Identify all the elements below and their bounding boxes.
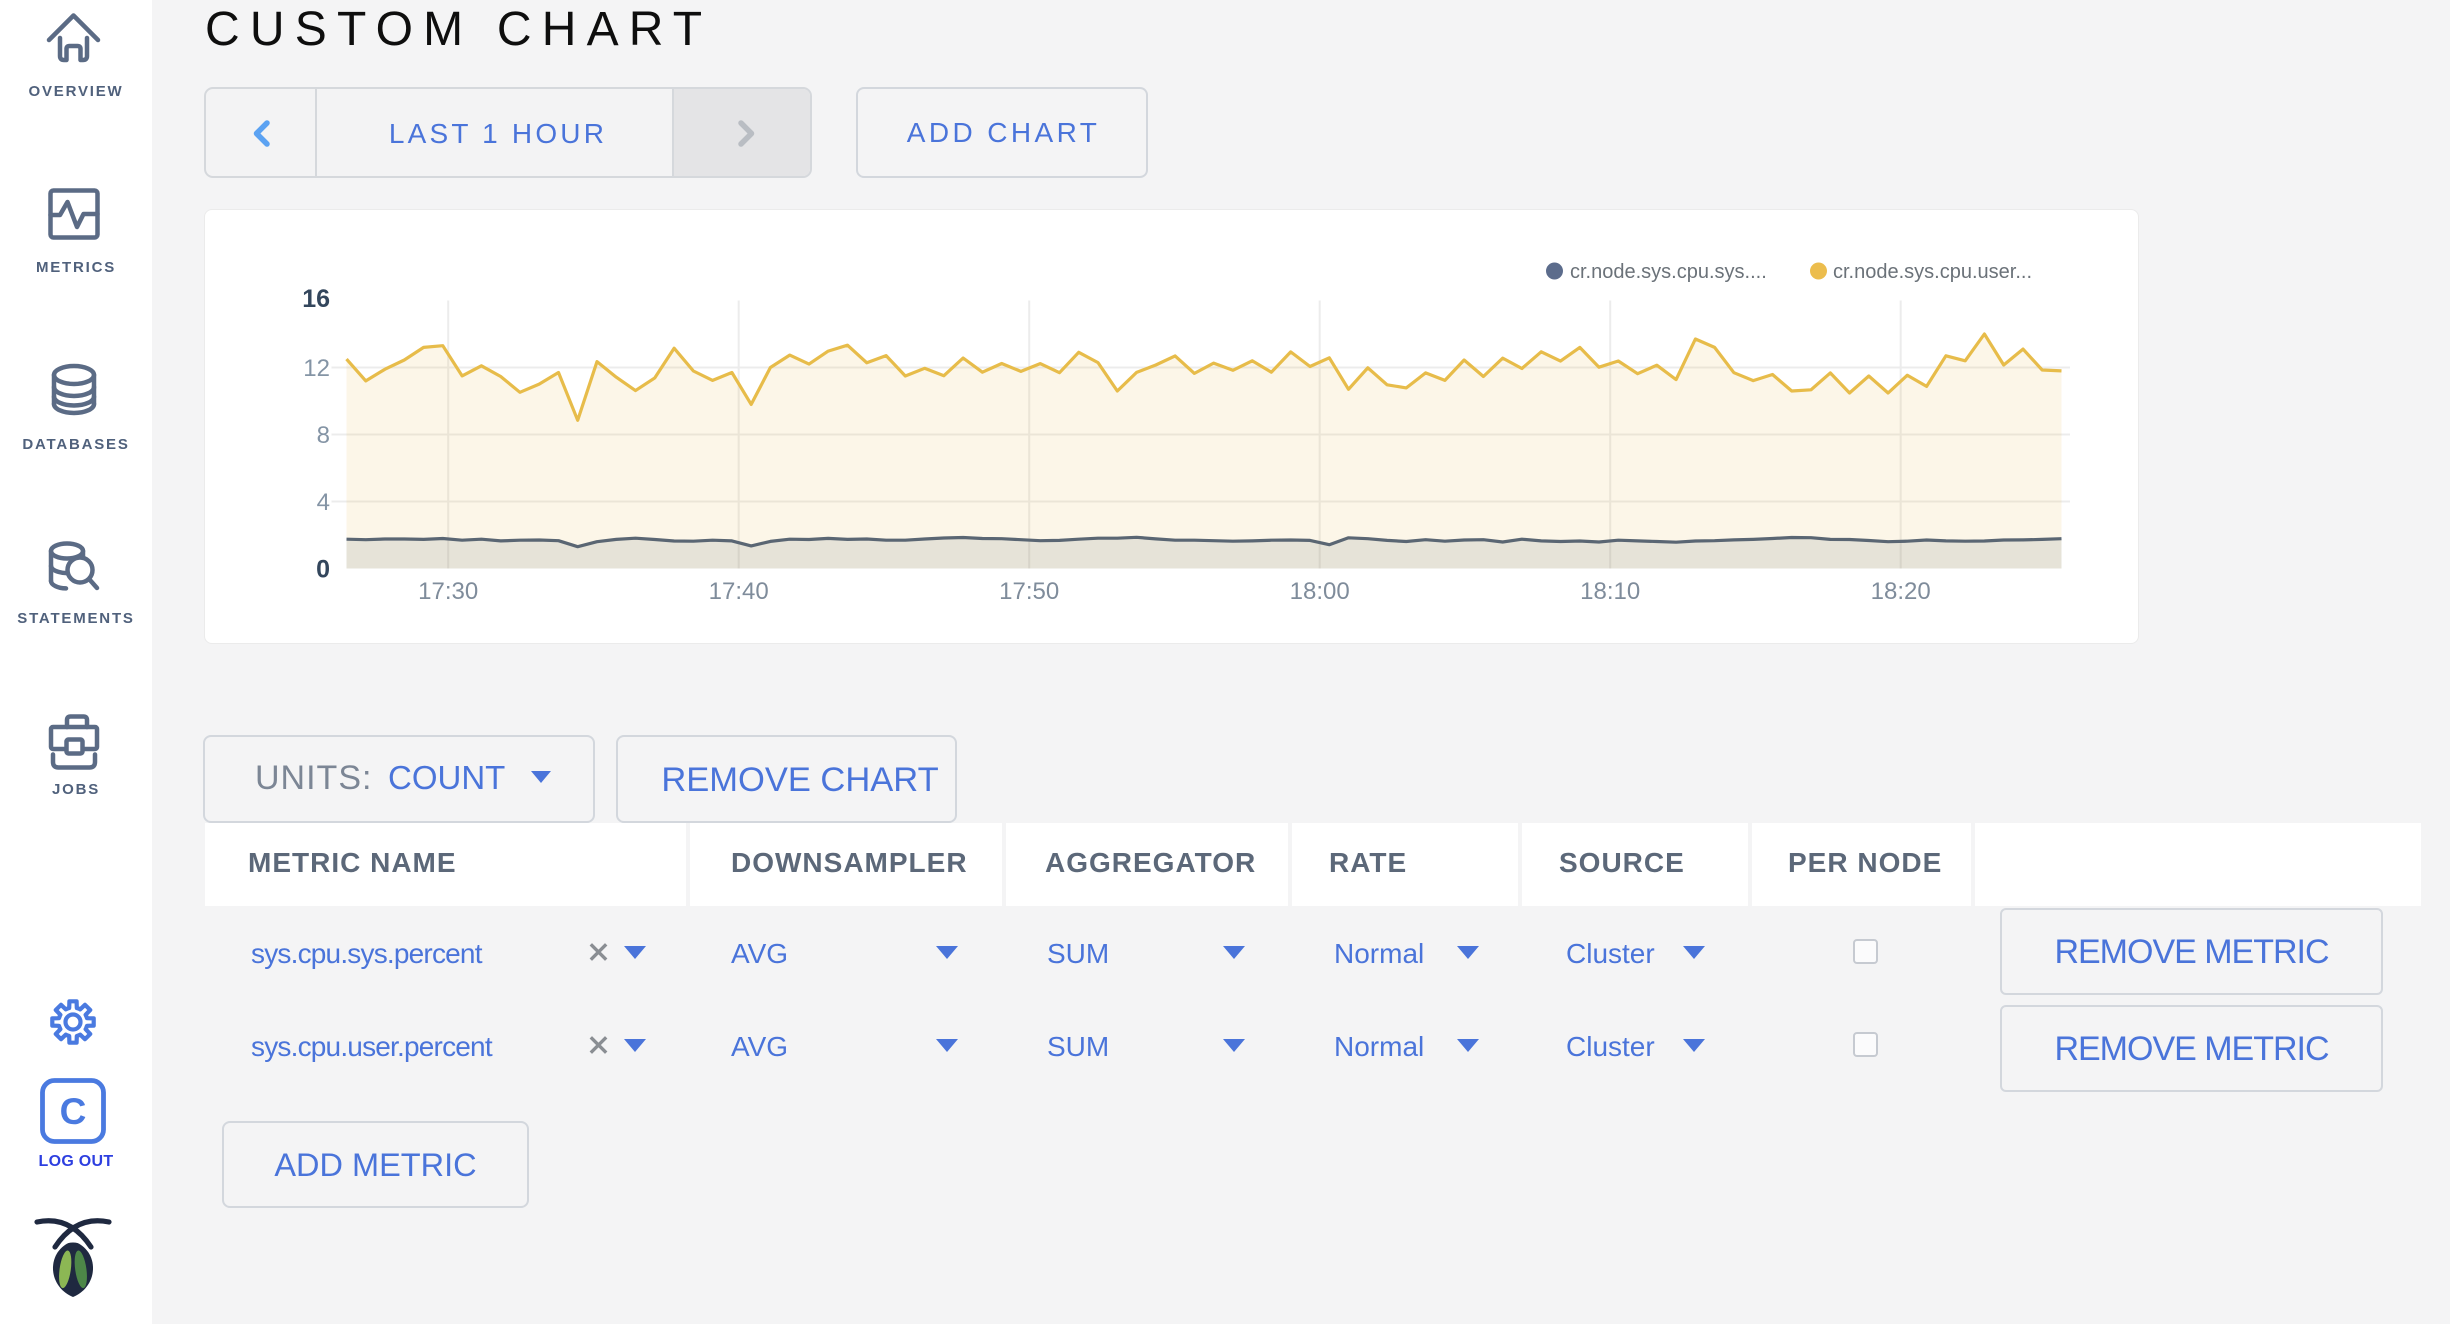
svg-text:C: C [60, 1091, 87, 1132]
svg-text:18:20: 18:20 [1871, 578, 1931, 605]
svg-text:12: 12 [303, 355, 330, 382]
svg-text:17:30: 17:30 [418, 578, 478, 605]
svg-text:16: 16 [302, 285, 330, 313]
svg-text:8: 8 [317, 422, 330, 449]
svg-text:17:40: 17:40 [709, 578, 769, 605]
svg-text:4: 4 [317, 489, 330, 516]
svg-text:18:00: 18:00 [1290, 578, 1350, 605]
svg-text:17:50: 17:50 [999, 578, 1059, 605]
svg-text:18:10: 18:10 [1580, 578, 1640, 605]
svg-text:cr.node.sys.cpu.sys....: cr.node.sys.cpu.sys.... [1570, 261, 1767, 283]
svg-text:0: 0 [316, 556, 330, 584]
svg-text:cr.node.sys.cpu.user...: cr.node.sys.cpu.user... [1833, 261, 2032, 283]
